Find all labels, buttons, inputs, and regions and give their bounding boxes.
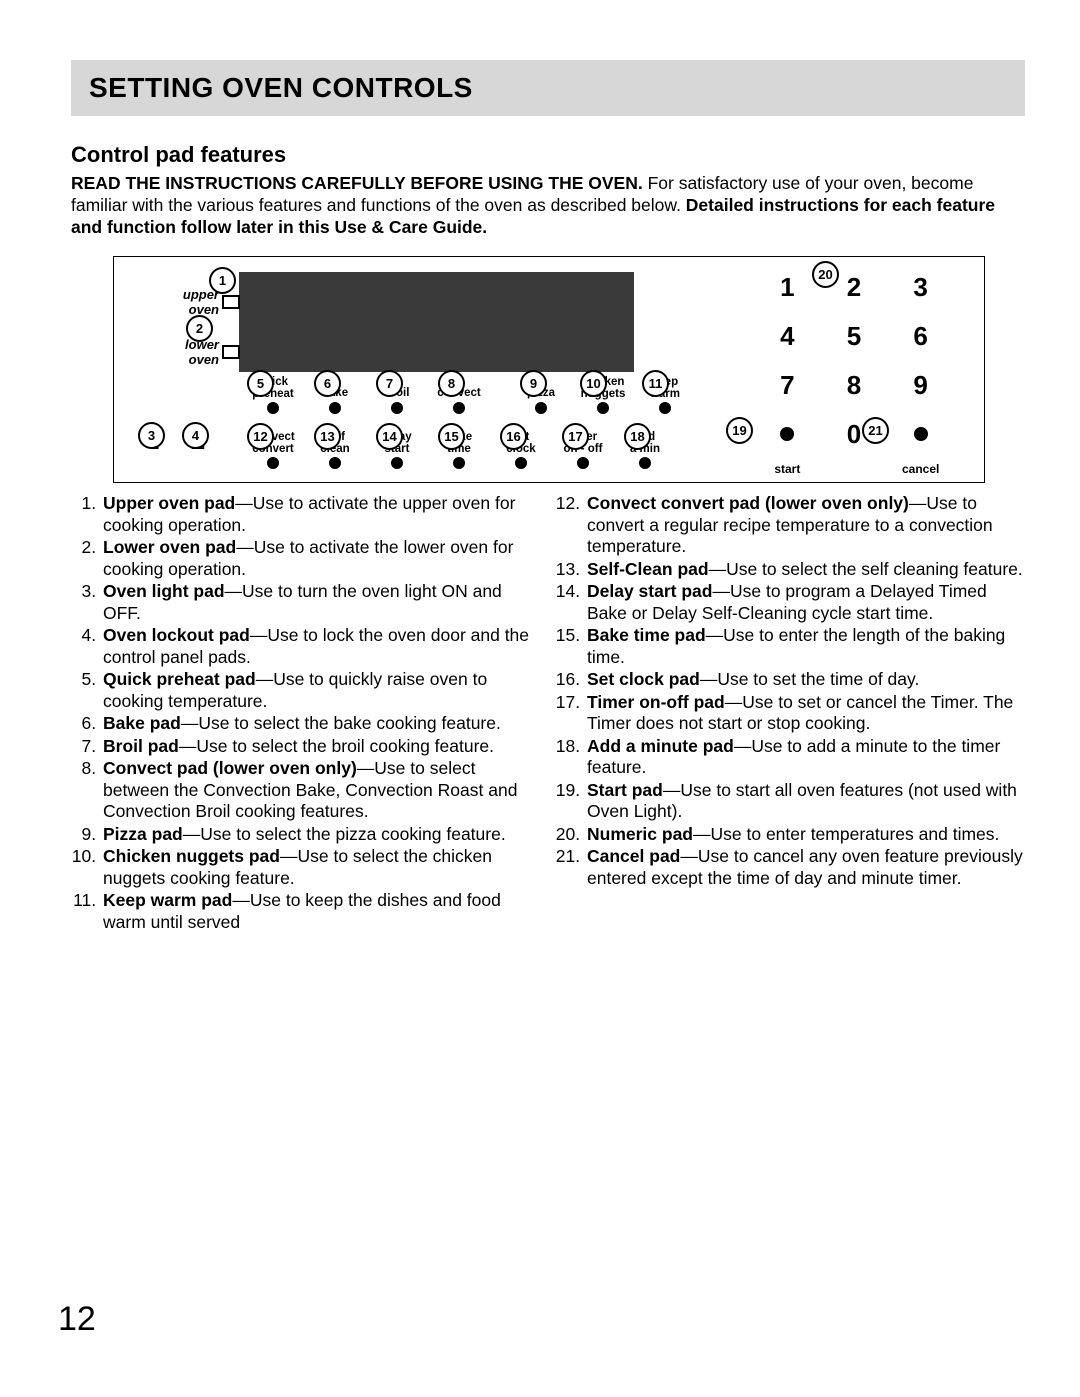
callout-18: 18 — [624, 423, 651, 450]
control-pad-diagram: upper oven lower oven quick preheat bake… — [113, 256, 985, 483]
feature-term: Quick preheat pad — [103, 669, 256, 689]
callout-7: 7 — [376, 370, 403, 397]
keypad-3: 3 — [887, 272, 954, 303]
feature-term: Convect convert pad (lower oven only) — [587, 493, 909, 513]
upper-oven-label: upper oven — [164, 287, 219, 317]
feature-term: Add a minute pad — [587, 736, 734, 756]
subheading: Control pad features — [71, 142, 1025, 168]
feature-item: Bake pad—Use to select the bake cooking … — [101, 713, 541, 735]
feature-desc: —Use to select the pizza cooking feature… — [183, 824, 506, 844]
callout-5: 5 — [247, 370, 274, 397]
feature-term: Convect pad (lower oven only) — [103, 758, 357, 778]
feature-term: Broil pad — [103, 736, 179, 756]
features-left-column: Upper oven pad—Use to activate the upper… — [71, 493, 541, 934]
feature-item: Broil pad—Use to select the broil cookin… — [101, 736, 541, 758]
feature-item: Pizza pad—Use to select the pizza cookin… — [101, 824, 541, 846]
feature-desc: —Use to select the broil cooking feature… — [179, 736, 494, 756]
feature-item: Self-Clean pad—Use to select the self cl… — [585, 559, 1025, 581]
feature-item: Oven lockout pad—Use to lock the oven do… — [101, 625, 541, 668]
feature-item: Numeric pad—Use to enter temperatures an… — [585, 824, 1025, 846]
feature-item: Upper oven pad—Use to activate the upper… — [101, 493, 541, 536]
keypad-cancel: cancel — [887, 419, 954, 472]
feature-item: Add a minute pad—Use to add a minute to … — [585, 736, 1025, 779]
feature-term: Set clock pad — [587, 669, 700, 689]
callout-13: 13 — [314, 423, 341, 450]
callout-11: 11 — [642, 370, 669, 397]
feature-item: Convect convert pad (lower oven only)—Us… — [585, 493, 1025, 558]
feature-term: Self-Clean pad — [587, 559, 709, 579]
feature-item: Chicken nuggets pad—Use to select the ch… — [101, 846, 541, 889]
feature-item: Keep warm pad—Use to keep the dishes and… — [101, 890, 541, 933]
feature-term: Oven light pad — [103, 581, 225, 601]
intro-paragraph: READ THE INSTRUCTIONS CAREFULLY BEFORE U… — [71, 172, 1025, 238]
feature-desc: —Use to select the bake cooking feature. — [181, 713, 501, 733]
callout-2: 2 — [186, 315, 213, 342]
feature-item: Start pad—Use to start all oven features… — [585, 780, 1025, 823]
feature-desc: —Use to set the time of day. — [700, 669, 920, 689]
callout-16: 16 — [500, 423, 527, 450]
callout-8: 8 — [438, 370, 465, 397]
keypad-start: start — [754, 419, 821, 472]
keypad-1: 1 — [754, 272, 821, 303]
callout-10: 10 — [580, 370, 607, 397]
callout-15: 15 — [438, 423, 465, 450]
feature-item: Oven light pad—Use to turn the oven ligh… — [101, 581, 541, 624]
callout-20: 20 — [812, 261, 839, 288]
lower-oven-indicator — [222, 345, 240, 359]
feature-item: Delay start pad—Use to program a Delayed… — [585, 581, 1025, 624]
feature-term: Start pad — [587, 780, 663, 800]
feature-item: Set clock pad—Use to set the time of day… — [585, 669, 1025, 691]
keypad-7: 7 — [754, 370, 821, 401]
feature-item: Convect pad (lower oven only)—Use to sel… — [101, 758, 541, 823]
lower-oven-label: lower oven — [164, 337, 219, 367]
callout-3: 3 — [138, 422, 165, 449]
keypad-4: 4 — [754, 321, 821, 352]
callout-4: 4 — [182, 422, 209, 449]
feature-term: Oven lockout pad — [103, 625, 250, 645]
callout-14: 14 — [376, 423, 403, 450]
feature-term: Delay start pad — [587, 581, 712, 601]
keypad-5: 5 — [821, 321, 888, 352]
feature-term: Bake time pad — [587, 625, 706, 645]
oven-display — [239, 272, 634, 372]
keypad-8: 8 — [821, 370, 888, 401]
feature-term: Numeric pad — [587, 824, 693, 844]
feature-item: Cancel pad—Use to cancel any oven featur… — [585, 846, 1025, 889]
feature-term: Timer on-off pad — [587, 692, 725, 712]
callout-17: 17 — [562, 423, 589, 450]
callout-21: 21 — [862, 417, 889, 444]
callout-6: 6 — [314, 370, 341, 397]
feature-term: Chicken nuggets pad — [103, 846, 280, 866]
feature-term: Bake pad — [103, 713, 181, 733]
keypad-6: 6 — [887, 321, 954, 352]
feature-item: Bake time pad—Use to enter the length of… — [585, 625, 1025, 668]
callout-9: 9 — [520, 370, 547, 397]
keypad-9: 9 — [887, 370, 954, 401]
callout-12: 12 — [247, 423, 274, 450]
page-number: 12 — [58, 1300, 96, 1339]
feature-desc: —Use to enter temperatures and times. — [693, 824, 999, 844]
feature-term: Keep warm pad — [103, 890, 232, 910]
feature-term: Cancel pad — [587, 846, 680, 866]
section-title: SETTING OVEN CONTROLS — [71, 60, 1025, 116]
feature-item: Quick preheat pad—Use to quickly raise o… — [101, 669, 541, 712]
feature-term: Upper oven pad — [103, 493, 235, 513]
intro-bold-1: READ THE INSTRUCTIONS CAREFULLY BEFORE U… — [71, 173, 643, 193]
feature-desc: —Use to select the self cleaning feature… — [709, 559, 1023, 579]
features-right-column: Convect convert pad (lower oven only) —Us… — [555, 493, 1025, 934]
feature-term: Pizza pad — [103, 824, 183, 844]
callout-19: 19 — [726, 417, 753, 444]
feature-term: Lower oven pad — [103, 537, 236, 557]
upper-oven-indicator — [222, 295, 240, 309]
numeric-keypad: 1 2 3 4 5 6 7 8 9 start 0 cancel — [754, 272, 954, 472]
callout-1: 1 — [209, 267, 236, 294]
feature-item: Lower oven pad—Use to activate the lower… — [101, 537, 541, 580]
feature-item: Timer on-off pad—Use to set or cancel th… — [585, 692, 1025, 735]
